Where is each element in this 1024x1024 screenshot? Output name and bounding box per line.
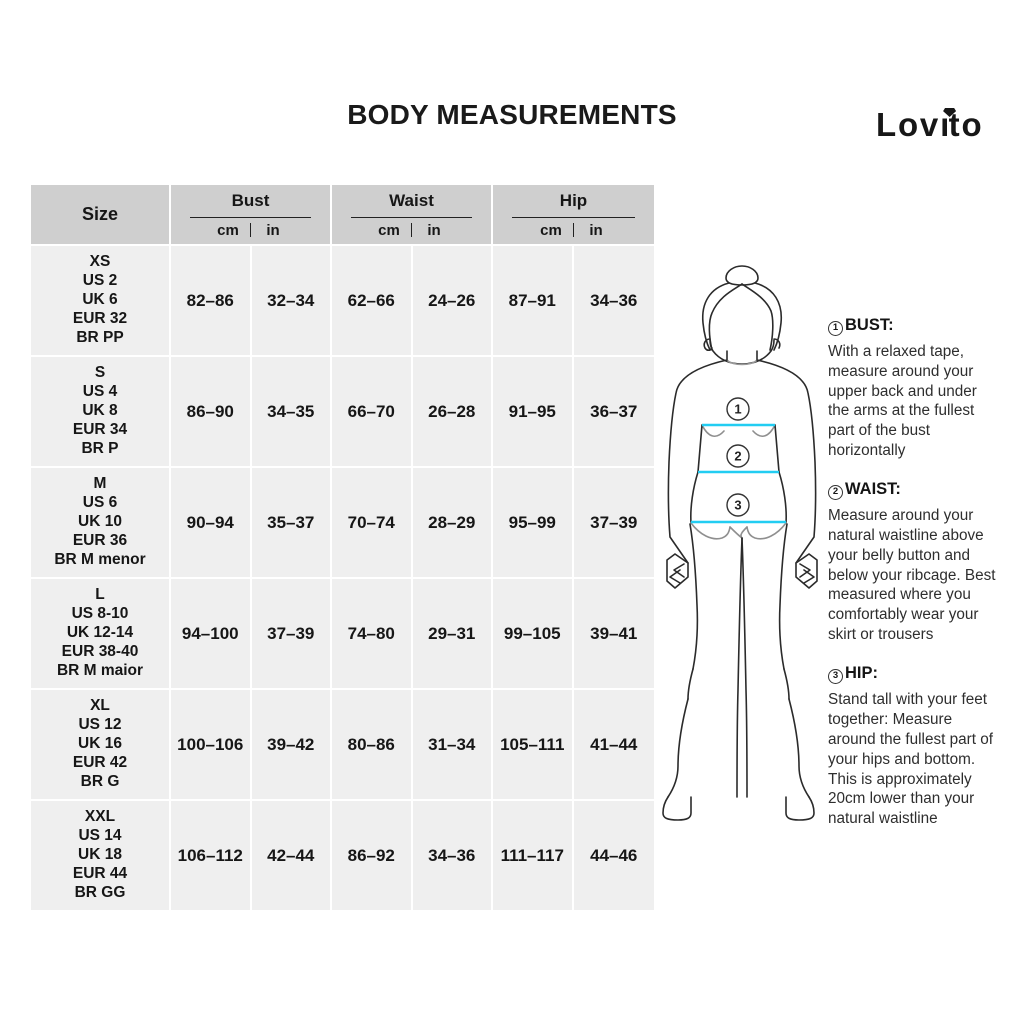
svg-text:2: 2 <box>734 449 741 464</box>
svg-text:3: 3 <box>734 498 741 513</box>
svg-text:1: 1 <box>734 402 741 417</box>
